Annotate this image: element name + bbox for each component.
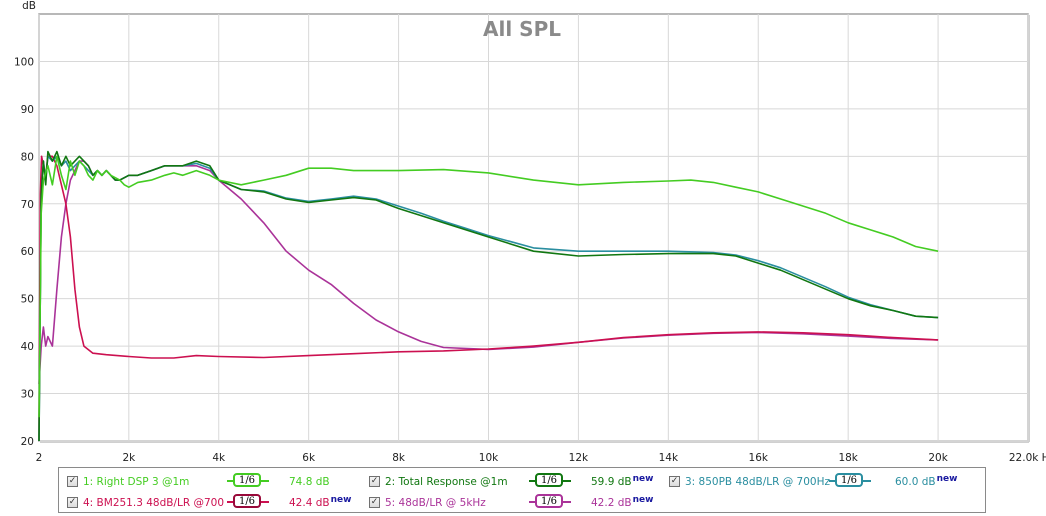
y-tick-label: 40: [21, 341, 34, 353]
checkbox-checked-icon[interactable]: ✓: [369, 497, 380, 508]
y-tick-label: 20: [21, 436, 34, 448]
legend-item-2[interactable]: ✓ 2: Total Response @1m 1/6 59.9 dBnew: [369, 472, 669, 492]
legend-item-5[interactable]: ✓ 5: 48dB/LR @ 5kHz 1/6 42.2 dBnew: [369, 493, 669, 513]
legend-item-3[interactable]: ✓ 3: 850PB 48dB/LR @ 700Hz 1/6 60.0 dBne…: [669, 472, 979, 492]
chart-title: All SPL: [483, 17, 561, 41]
y-tick-label: 50: [21, 294, 34, 306]
legend-value-text: 42.4 dB: [289, 497, 330, 509]
legend-item-1[interactable]: ✓ 1: Right DSP 3 @1m 1/6 74.8 dB: [67, 472, 367, 492]
checkbox-checked-icon[interactable]: ✓: [669, 476, 680, 487]
legend-label: 3: 850PB 48dB/LR @ 700Hz: [685, 476, 831, 488]
legend-value: 59.9 dBnew: [591, 474, 654, 488]
new-badge: new: [936, 474, 958, 484]
smoothing-label: 1/6: [233, 494, 261, 508]
smoothing-label: 1/6: [535, 494, 563, 508]
x-tick-label: 8k: [392, 452, 406, 464]
smoothing-button[interactable]: 1/6: [829, 473, 871, 489]
new-badge: new: [632, 474, 654, 484]
legend-value-text: 74.8 dB: [289, 476, 330, 488]
x-tick-label: 10k: [479, 452, 499, 464]
checkbox-checked-icon[interactable]: ✓: [369, 476, 380, 487]
smoothing-button[interactable]: 1/6: [227, 473, 269, 489]
smoothing-button[interactable]: 1/6: [529, 494, 571, 510]
legend-value: 42.4 dBnew: [289, 495, 352, 509]
series-line-4: [38, 155, 939, 442]
new-badge: new: [330, 495, 352, 505]
smoothing-label: 1/6: [233, 473, 261, 487]
spl-chart: 2 2k 4k 6k 8k 10k 12k 14k 16k 18k 20k 22.0k H: 20 30 4…: [14, 0, 1046, 464]
legend-value: 42.2 dBnew: [591, 495, 654, 509]
y-tick-label: 90: [21, 104, 34, 116]
x-tick-label: 2k: [122, 452, 136, 464]
plot-area: [38, 13, 1029, 442]
legend-label: 1: Right DSP 3 @1m: [83, 476, 190, 488]
smoothing-button[interactable]: 1/6: [227, 494, 269, 510]
x-tick-label: 14k: [659, 452, 679, 464]
y-tick-label: 60: [21, 246, 34, 258]
legend-value: 74.8 dB: [289, 476, 330, 488]
x-tick-label: 4k: [212, 452, 226, 464]
legend-label: 2: Total Response @1m: [385, 476, 508, 488]
x-tick-label: 22.0k H:: [1009, 452, 1046, 464]
legend-label: 4: BM251.3 48dB/LR @700: [83, 497, 225, 509]
y-tick-label: 70: [21, 199, 34, 211]
x-tick-label: 20k: [928, 452, 948, 464]
y-tick-label: 80: [21, 151, 34, 163]
x-tick-label: 16k: [749, 452, 769, 464]
x-tick-label: 12k: [569, 452, 589, 464]
legend-value-text: 59.9 dB: [591, 476, 632, 488]
checkbox-checked-icon[interactable]: ✓: [67, 497, 78, 508]
y-tick-label: 100: [14, 56, 34, 68]
legend-value-text: 42.2 dB: [591, 497, 632, 509]
series-line-2: [38, 150, 939, 442]
legend-item-4[interactable]: ✓ 4: BM251.3 48dB/LR @700 1/6 42.4 dBnew: [67, 493, 367, 513]
smoothing-label: 1/6: [535, 473, 563, 487]
legend-label: 5: 48dB/LR @ 5kHz: [385, 497, 486, 509]
smoothing-button[interactable]: 1/6: [529, 473, 571, 489]
x-tick-label: 18k: [838, 452, 858, 464]
checkbox-checked-icon[interactable]: ✓: [67, 476, 78, 487]
series-line-1: [38, 155, 939, 418]
y-tick-label: 30: [21, 389, 34, 401]
legend-value-text: 60.0 dB: [895, 476, 936, 488]
x-tick-label: 2: [36, 452, 43, 464]
y-axis-label: dB: [22, 0, 36, 12]
new-badge: new: [632, 495, 654, 505]
legend-value: 60.0 dBnew: [895, 474, 958, 488]
legend: ✓ 1: Right DSP 3 @1m 1/6 74.8 dB ✓ 2: To…: [58, 467, 986, 513]
x-tick-label: 6k: [302, 452, 316, 464]
smoothing-label: 1/6: [835, 473, 863, 487]
